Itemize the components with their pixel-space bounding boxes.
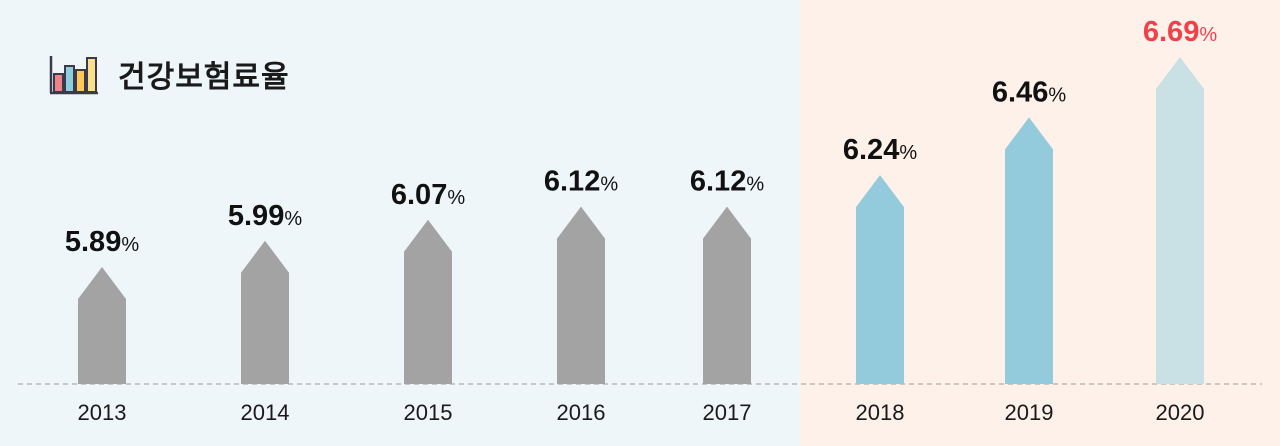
category-label-2019: 2019 xyxy=(1005,400,1054,425)
chart-title: 건강보험료율 xyxy=(118,60,290,95)
bar-chart-icon xyxy=(49,56,98,95)
value-label-2017: 6.12% xyxy=(690,166,764,198)
bar-marks: 5.89% 2013 5.99% 2014 6.07% 2015 6.12% 2016 6.12… xyxy=(65,16,1217,425)
chart-header: 건강보험료율 xyxy=(48,52,290,96)
category-label-2020: 2020 xyxy=(1156,400,1205,425)
category-label-2014: 2014 xyxy=(241,400,290,425)
value-label-2020: 6.69% xyxy=(1143,16,1217,48)
bar-2019 xyxy=(1005,117,1053,384)
value-label-2015: 6.07% xyxy=(391,179,465,211)
category-label-2016: 2016 xyxy=(557,400,606,425)
bar-2017 xyxy=(703,206,751,384)
value-label-2016: 6.12% xyxy=(544,166,618,198)
value-label-2019: 6.46% xyxy=(992,76,1066,108)
category-label-2015: 2015 xyxy=(404,400,453,425)
category-label-2018: 2018 xyxy=(856,400,905,425)
category-label-2017: 2017 xyxy=(703,400,752,425)
bar-2015 xyxy=(404,219,452,384)
bar-2013 xyxy=(78,267,126,384)
bar-2018 xyxy=(856,175,904,384)
bar-2020 xyxy=(1156,57,1204,384)
past-years-background xyxy=(0,0,800,446)
value-label-2014: 5.99% xyxy=(228,200,302,232)
category-label-2013: 2013 xyxy=(78,400,127,425)
value-label-2013: 5.89% xyxy=(65,226,139,258)
value-label-2018: 6.24% xyxy=(843,134,917,166)
bar-2014 xyxy=(241,240,289,384)
bar-2016 xyxy=(557,206,605,384)
